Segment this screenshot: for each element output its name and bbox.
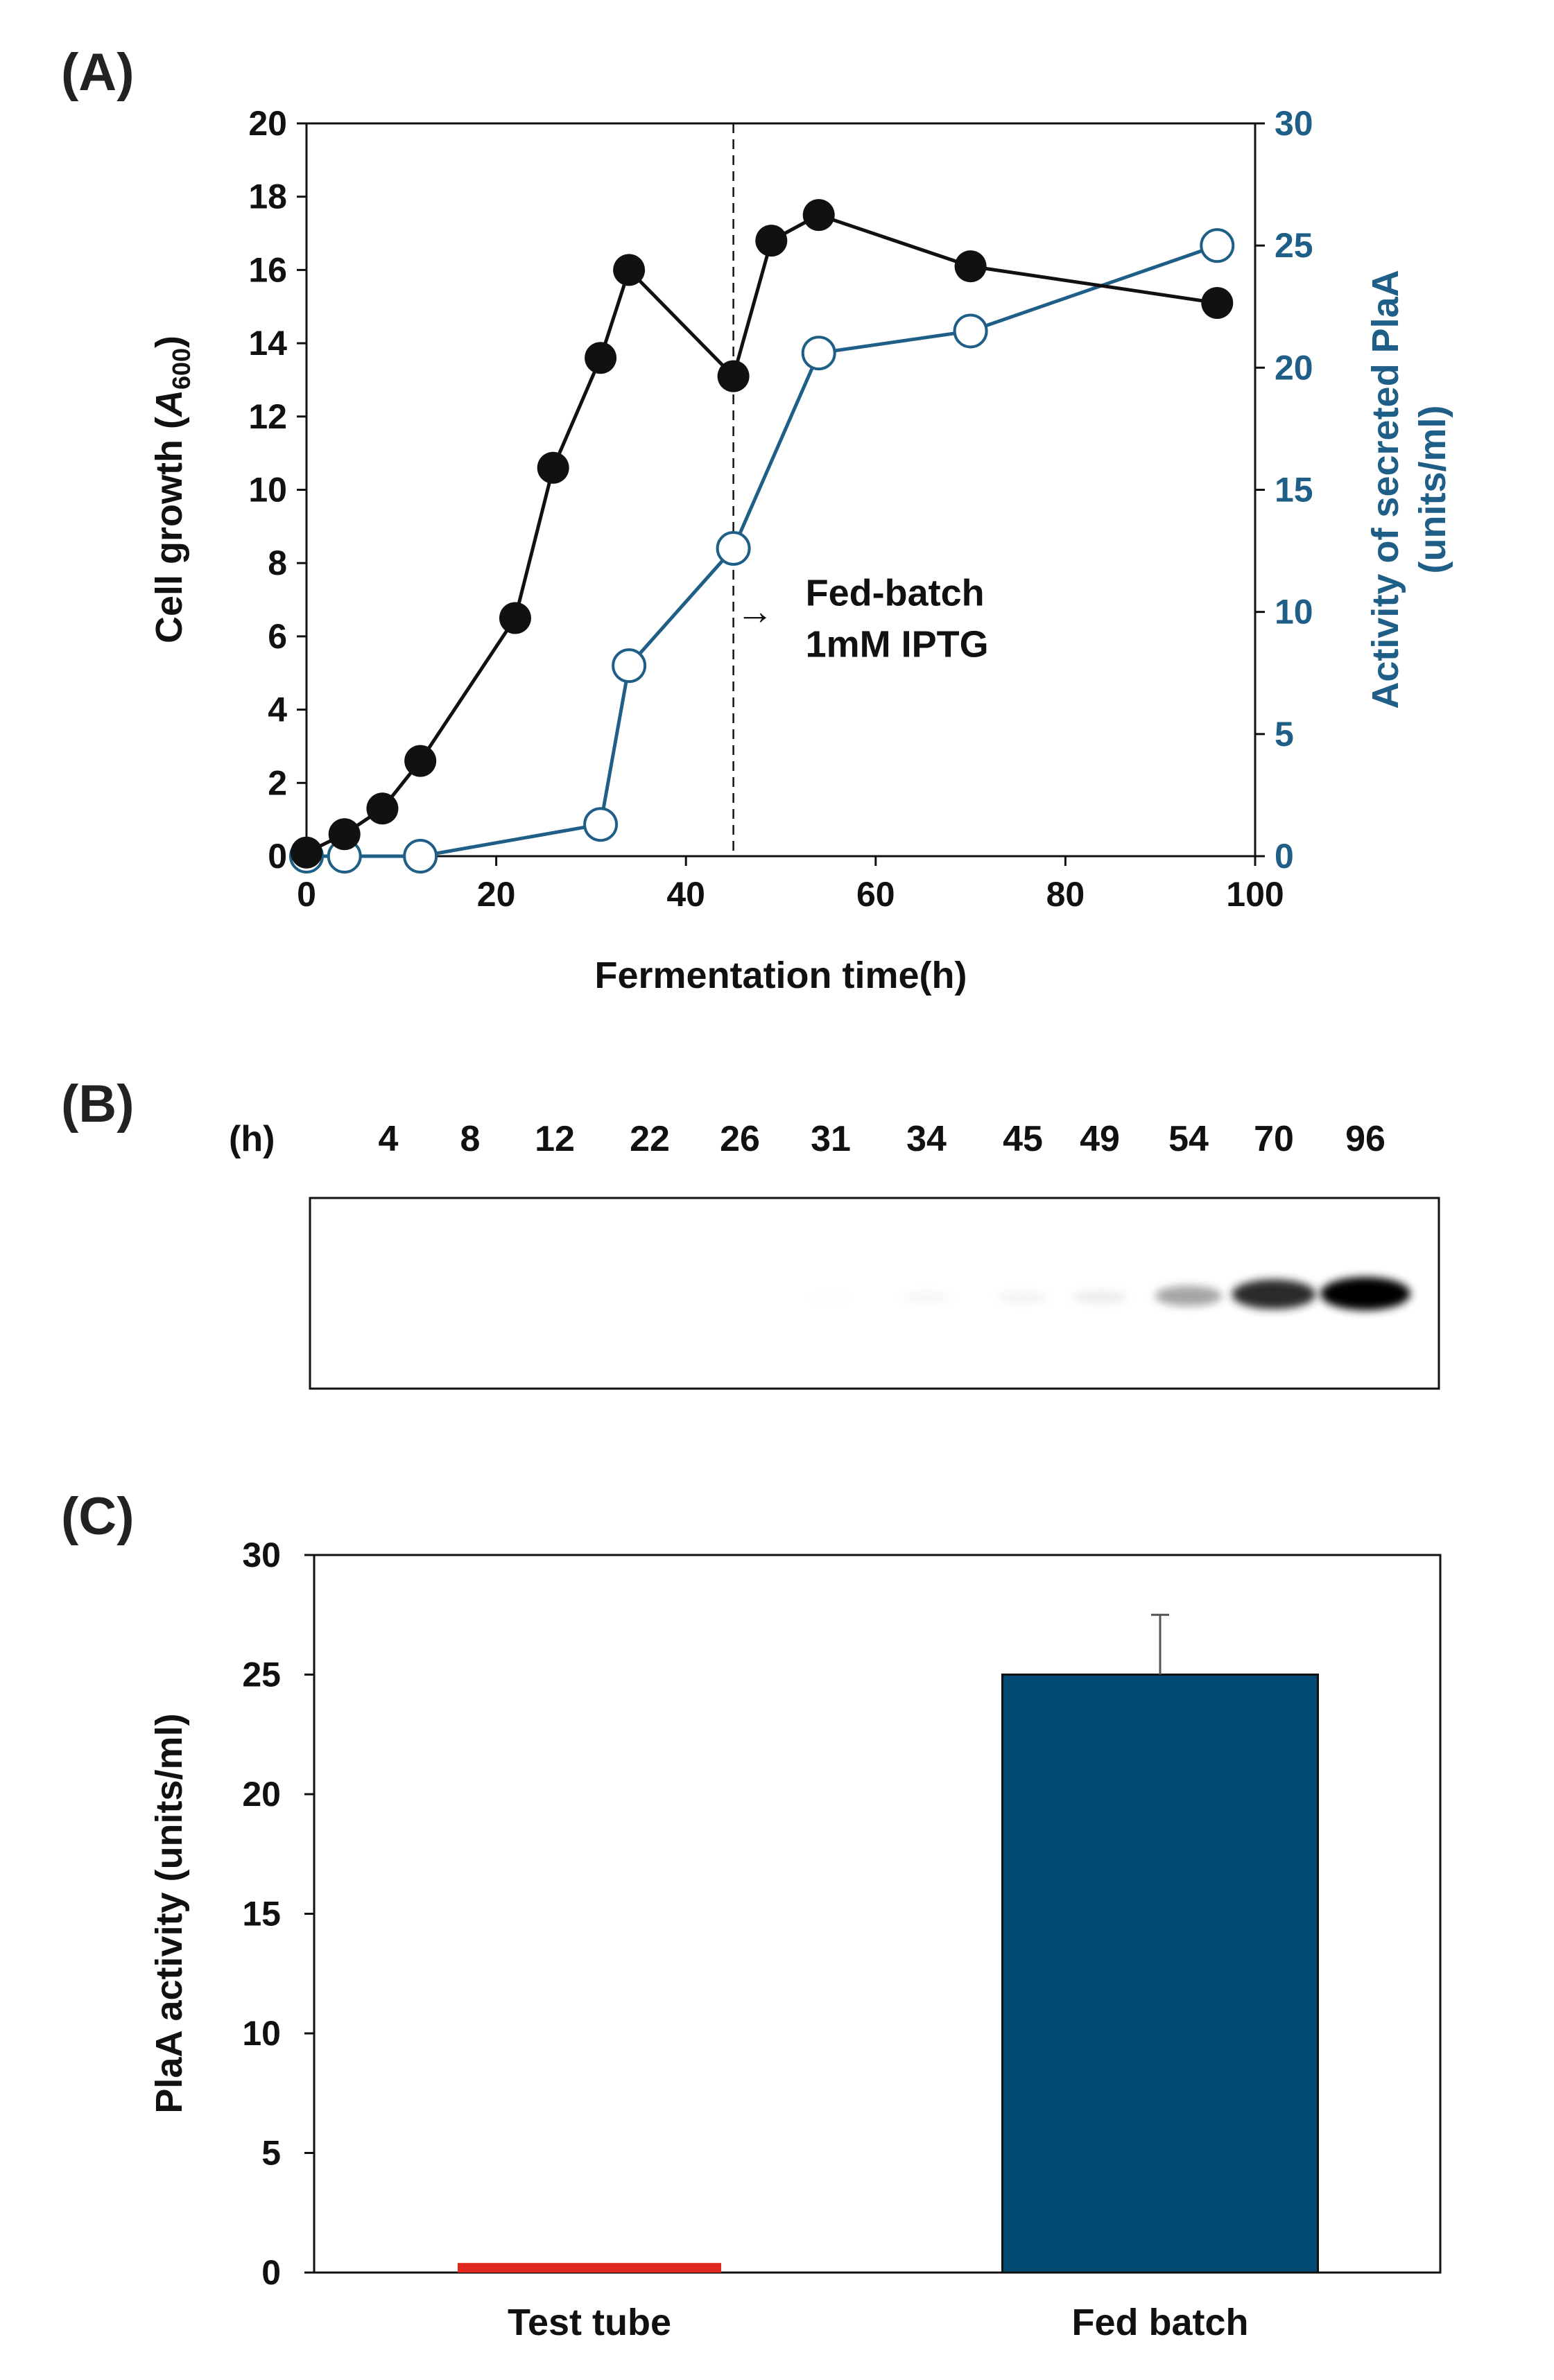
y-tick-label-c: 25 — [242, 1656, 281, 1694]
bar-test-tube — [458, 2263, 721, 2273]
growth-series-line — [305, 213, 1218, 854]
blot-lane-label: 26 — [720, 1119, 760, 1159]
annotation-arrow: → — [736, 591, 774, 632]
blot-unit-label: (h) — [229, 1119, 275, 1159]
annotation-iptg: 1mM IPTG — [806, 623, 989, 665]
blot-band — [1072, 1290, 1128, 1304]
y-axis-title-right-line1: Activity of secreted PlaA — [1365, 270, 1406, 709]
blot-lane-label: 22 — [630, 1119, 670, 1159]
y-axis-title-left: Cell growth (A600) — [148, 336, 196, 643]
line-chart-a: 0 2 4 6 8 10 12 14 16 18 20 0 5 10 15 20 25 30 0 20 40 60 80… — [148, 104, 1453, 996]
x-tick-label: 100 — [1226, 875, 1284, 914]
activity-data-point — [1200, 228, 1235, 263]
activity-data-point — [403, 839, 438, 874]
activity-data-point — [953, 313, 988, 349]
blot-lane-label: 4 — [379, 1119, 399, 1159]
y-left-tick-label: 10 — [248, 471, 287, 510]
y-tick-label-c: 10 — [242, 2014, 281, 2053]
y-left-tick-label: 18 — [248, 177, 287, 216]
blot-band — [996, 1291, 1049, 1304]
x-axis-title-a: Fermentation time(h) — [594, 955, 967, 996]
y-axis-title-c: PlaA activity (units/ml) — [148, 1713, 190, 2113]
category-label: Fed batch — [1071, 2302, 1248, 2343]
y-tick-label-c: 0 — [261, 2253, 281, 2292]
x-tick-label: 0 — [297, 875, 316, 914]
panel-c-label: (C) — [61, 1487, 135, 1546]
blot-lane-label: 96 — [1345, 1119, 1385, 1159]
blot-band — [1155, 1285, 1223, 1306]
activity-data-point — [583, 807, 619, 842]
y-right-tick-label: 0 — [1275, 837, 1294, 876]
blot-lane-label: 45 — [1003, 1119, 1043, 1159]
y-tick-label-c: 20 — [242, 1775, 281, 1814]
growth-data-point — [404, 745, 437, 777]
growth-data-point — [954, 250, 987, 283]
growth-data-point — [499, 602, 531, 634]
x-tick-label: 80 — [1046, 875, 1085, 914]
y-right-tick-label: 25 — [1275, 226, 1313, 265]
y-tick-label-c: 15 — [242, 1895, 281, 1934]
x-tick-label: 60 — [856, 875, 895, 914]
panel-a-label: (A) — [61, 43, 135, 102]
blot-lane-label: 70 — [1254, 1119, 1294, 1159]
activity-data-point — [801, 336, 836, 371]
y-right-tick-label: 15 — [1275, 471, 1313, 510]
blot-lane-label: 12 — [535, 1119, 575, 1159]
y-right-tick-label: 10 — [1275, 593, 1313, 632]
x-tick-label: 40 — [666, 875, 705, 914]
growth-data-point — [1201, 286, 1234, 319]
blot-band — [806, 1292, 856, 1303]
bar-chart-c: 0 5 10 15 20 25 30 Test tube Fed batch PlaA act… — [148, 1536, 1442, 2343]
y-left-tick-label: 16 — [248, 250, 287, 289]
y-right-tick-label: 5 — [1275, 715, 1294, 754]
growth-data-point — [328, 818, 361, 851]
activity-data-point — [716, 531, 751, 566]
growth-data-point — [291, 836, 322, 869]
y-left-tick-label: 12 — [248, 397, 287, 436]
growth-data-point — [613, 254, 646, 286]
x-tick-label: 20 — [477, 875, 516, 914]
blot-lane-label: 49 — [1080, 1119, 1120, 1159]
blot-lane-label: 31 — [811, 1119, 851, 1159]
annotation-fed-batch: Fed-batch — [806, 572, 985, 614]
y-left-tick-label: 0 — [268, 837, 287, 876]
blot-lane-label: 34 — [906, 1119, 947, 1159]
growth-data-point — [537, 451, 569, 484]
activity-series-line — [307, 243, 1218, 858]
y-left-tick-label: 6 — [268, 617, 287, 656]
western-blot: (h) 4 8 12 22 26 31 34 45 49 54 70 96 — [229, 1119, 1440, 1390]
growth-data-point — [366, 792, 399, 825]
y-left-tick-label: 2 — [268, 763, 287, 802]
blot-band — [1320, 1277, 1410, 1310]
growth-data-point — [802, 199, 835, 232]
y-left-tick-label: 4 — [268, 690, 287, 729]
y-left-tick-label: 8 — [268, 544, 287, 582]
growth-data-point — [717, 360, 750, 392]
growth-data-point — [585, 342, 617, 374]
blot-band — [900, 1292, 953, 1303]
y-axis-title-right-line2: (units/ml) — [1412, 406, 1453, 574]
blot-band — [1232, 1279, 1316, 1310]
bar-fed-batch — [1001, 1674, 1319, 2274]
growth-data-point — [755, 225, 788, 257]
panel-b-label: (B) — [61, 1075, 135, 1133]
activity-data-point — [612, 648, 647, 684]
y-tick-label-c: 5 — [261, 2134, 281, 2173]
y-tick-label-c: 30 — [242, 1536, 281, 1574]
blot-lane-label: 8 — [460, 1119, 481, 1159]
y-right-tick-label: 20 — [1275, 348, 1313, 387]
y-left-tick-label: 20 — [248, 104, 287, 143]
category-label: Test tube — [508, 2302, 671, 2343]
y-right-tick-label: 30 — [1275, 104, 1313, 143]
y-left-tick-label: 14 — [248, 324, 287, 363]
blot-lane-label: 54 — [1168, 1119, 1209, 1159]
